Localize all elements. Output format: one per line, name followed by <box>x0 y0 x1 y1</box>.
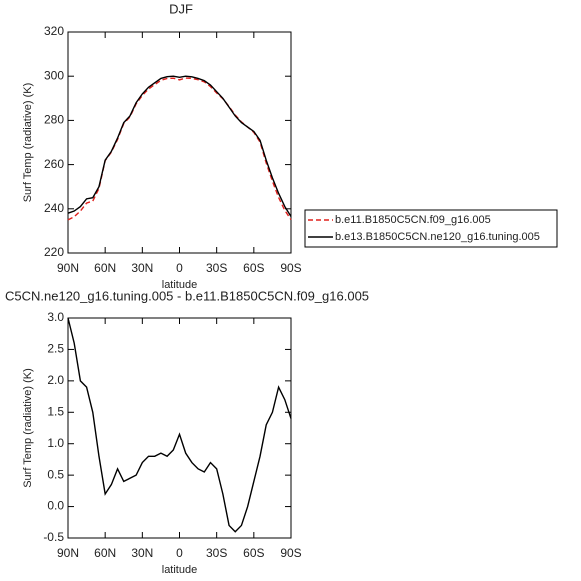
x-tick-label: 60S <box>243 546 264 560</box>
x-tick-label: 30S <box>206 261 227 275</box>
y-tick-label: -0.5 <box>43 530 64 544</box>
x-tick-label: 30N <box>131 261 153 275</box>
y-tick-label: 1.0 <box>47 436 64 450</box>
series-line <box>67 77 292 221</box>
x-tick-label: 60N <box>94 546 116 560</box>
chart-title: C5CN.ne120_g16.tuning.005 - b.e11.B1850C… <box>5 288 369 303</box>
x-tick-label: 90N <box>57 261 79 275</box>
x-tick-label: 90N <box>57 546 79 560</box>
y-tick-label: 1.5 <box>47 404 64 418</box>
series-line <box>67 75 292 217</box>
x-tick-label: 30S <box>206 546 227 560</box>
x-tick-label: 30N <box>131 546 153 560</box>
plot-frame <box>67 317 292 539</box>
legend-box <box>304 209 558 248</box>
y-tick-label: 2.0 <box>47 373 64 387</box>
y-tick-label: 320 <box>44 24 64 38</box>
x-axis-label: latitude <box>162 279 197 291</box>
x-tick-label: 90S <box>280 261 301 275</box>
x-tick-label: 90S <box>280 546 301 560</box>
x-tick-label: 0 <box>176 546 183 560</box>
y-tick-label: 280 <box>44 113 64 127</box>
y-tick-label: 240 <box>44 201 64 215</box>
legend-label: b.e11.B1850C5CN.f09_g16.005 <box>335 214 491 226</box>
x-tick-label: 60S <box>243 261 264 275</box>
y-tick-label: 220 <box>44 245 64 259</box>
series-line <box>67 317 292 533</box>
y-tick-label: 260 <box>44 157 64 171</box>
y-axis-label: Surf Temp (radiative) (K) <box>22 368 34 488</box>
y-tick-label: 300 <box>44 68 64 82</box>
plot-frame <box>67 31 292 254</box>
x-tick-label: 60N <box>94 261 116 275</box>
x-tick-label: 0 <box>176 261 183 275</box>
y-axis-label: Surf Temp (radiative) (K) <box>22 83 34 203</box>
y-tick-label: 3.0 <box>47 310 64 324</box>
legend-label: b.e13.B1850C5CN.ne120_g16.tuning.005 <box>335 231 540 243</box>
y-tick-label: 0.0 <box>47 499 64 513</box>
chart-title: DJF <box>169 1 193 16</box>
y-tick-label: 0.5 <box>47 467 64 481</box>
y-tick-label: 2.5 <box>47 342 64 356</box>
x-axis-label: latitude <box>162 564 197 576</box>
